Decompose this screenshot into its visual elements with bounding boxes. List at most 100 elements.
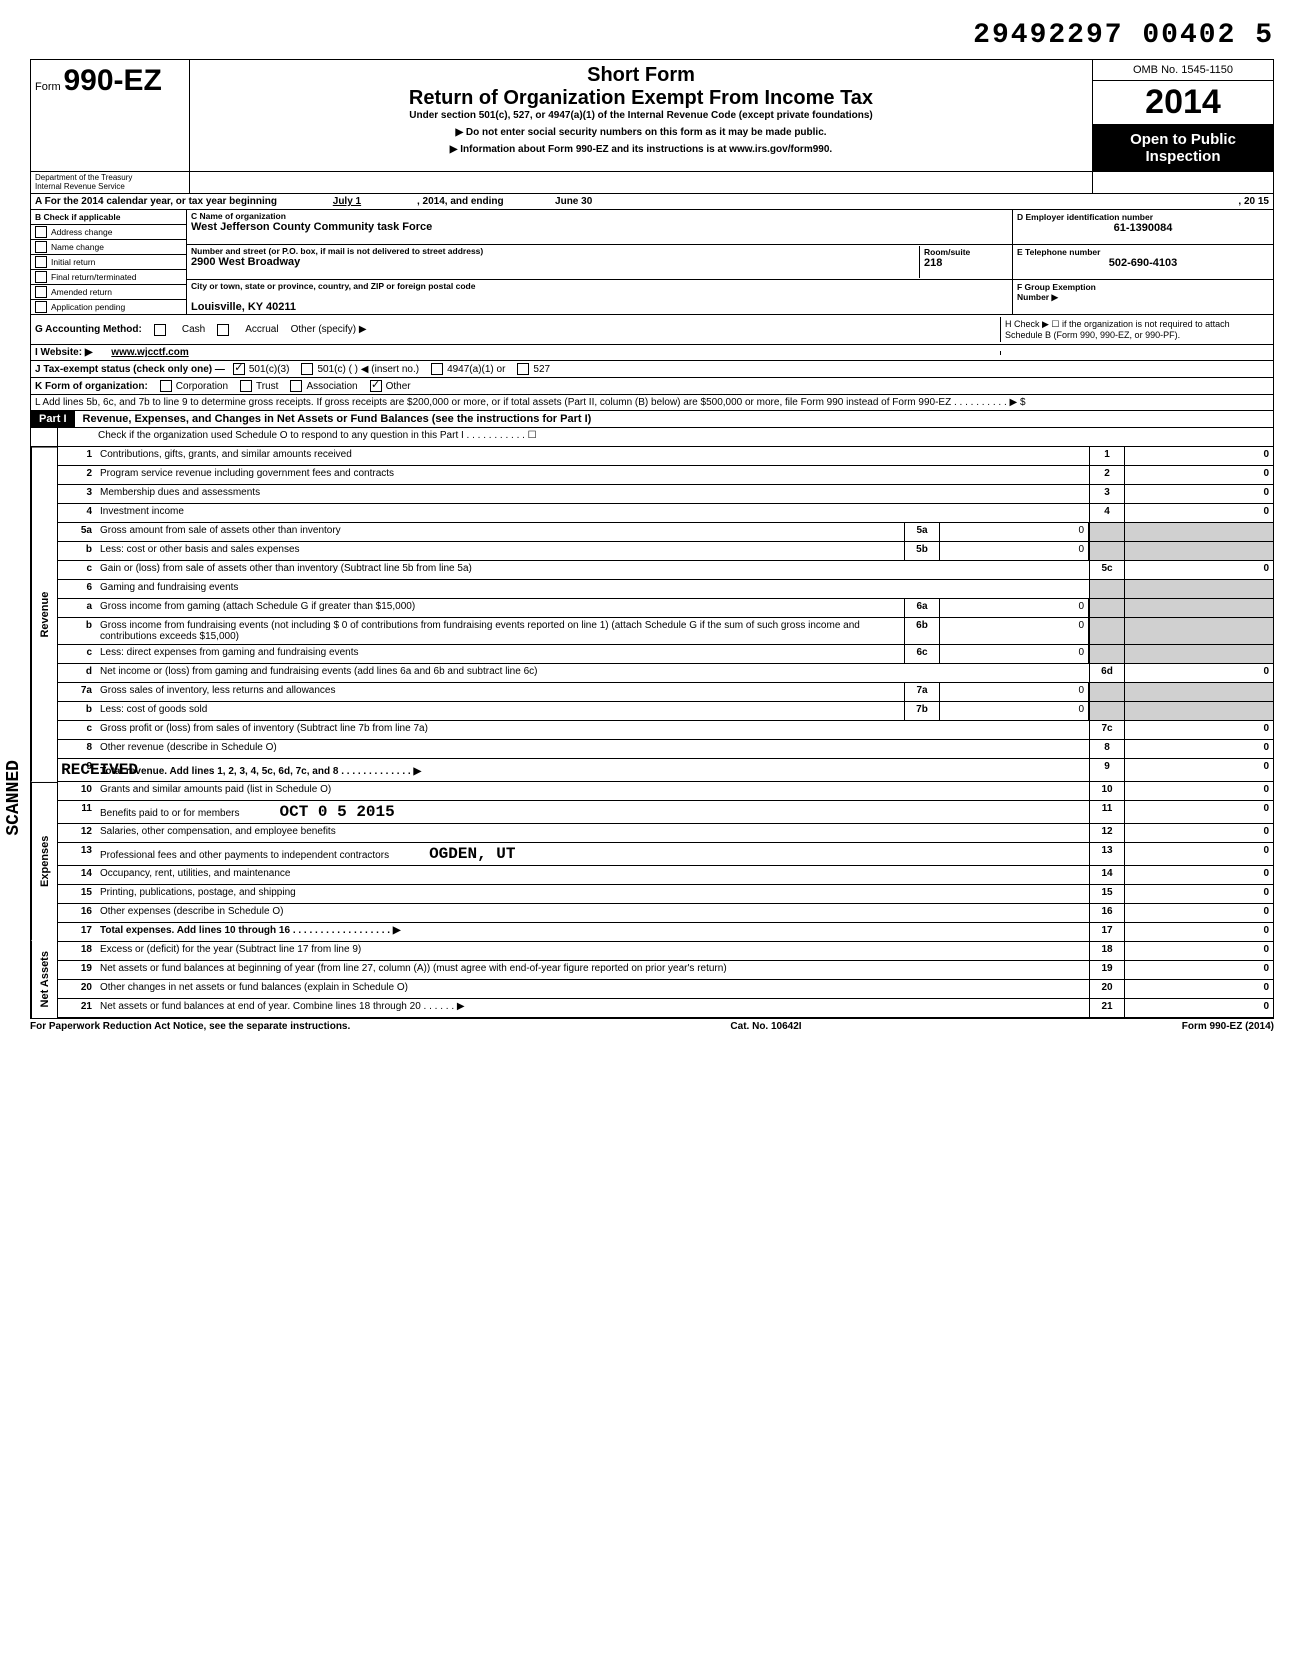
line-subnum: 6a [904, 599, 940, 617]
line-endnum: 21 [1089, 999, 1125, 1017]
check-accrual[interactable] [217, 324, 229, 336]
h-col: H Check ▶ ☐ if the organization is not r… [1000, 317, 1269, 342]
line-endnum [1089, 599, 1125, 617]
lines-body: Revenue Expenses Net Assets 1Contributio… [30, 447, 1274, 1018]
check-address[interactable] [35, 226, 47, 238]
line-endnum: 1 [1089, 447, 1125, 465]
scanned-stamp: SCANNED [4, 760, 24, 836]
501c-label: 501(c) ( ) ◀ (insert no.) [317, 364, 419, 375]
line-row-12: 12Salaries, other compensation, and empl… [58, 824, 1273, 843]
line-endnum: 20 [1089, 980, 1125, 998]
line-row-9: 9Total revenue. Add lines 1, 2, 3, 4, 5c… [58, 759, 1273, 782]
section-c-col: C Name of organization West Jefferson Co… [187, 210, 1012, 314]
check-corp[interactable] [160, 380, 172, 392]
line-endnum [1089, 683, 1125, 701]
line-text: Other revenue (describe in Schedule O) [96, 740, 1089, 758]
line-text: Less: cost of goods sold [96, 702, 904, 720]
check-pending[interactable] [35, 301, 47, 313]
ein-label: D Employer identification number [1017, 212, 1269, 222]
line-row-16: 16Other expenses (describe in Schedule O… [58, 904, 1273, 923]
line-subnum: 5b [904, 542, 940, 560]
line-endval: 0 [1125, 824, 1273, 842]
city-value: Louisville, KY 40211 [191, 301, 1008, 313]
line-row-b: bLess: cost of goods sold7b0 [58, 702, 1273, 721]
check-initial[interactable] [35, 256, 47, 268]
check-cash[interactable] [154, 324, 166, 336]
check-4947[interactable] [431, 363, 443, 375]
part1-label: Part I [31, 411, 75, 427]
check-amended-label: Amended return [51, 287, 112, 297]
line-endval: 0 [1125, 866, 1273, 884]
line-a-text: A For the 2014 calendar year, or tax yea… [35, 196, 277, 207]
other-label: Other (specify) ▶ [291, 324, 367, 335]
line-subval: 0 [940, 599, 1089, 617]
line-subnum: 6c [904, 645, 940, 663]
part1-header: Part I Revenue, Expenses, and Changes in… [30, 411, 1274, 428]
line-num: 21 [58, 999, 96, 1017]
line-subval: 0 [940, 702, 1089, 720]
line-num: 8 [58, 740, 96, 758]
line-text: Total expenses. Add lines 10 through 16 … [96, 923, 1089, 941]
501c3-label: 501(c)(3) [249, 364, 290, 375]
line-subnum: 7b [904, 702, 940, 720]
line-endval: 0 [1125, 980, 1273, 998]
check-527[interactable] [517, 363, 529, 375]
line-a: A For the 2014 calendar year, or tax yea… [30, 194, 1274, 210]
check-pending-label: Application pending [51, 302, 125, 312]
right-header-box: OMB No. 1545-1150 2014 Open to Public In… [1093, 60, 1273, 171]
check-trust[interactable] [240, 380, 252, 392]
line-endnum [1089, 702, 1125, 720]
line-row-19: 19Net assets or fund balances at beginni… [58, 961, 1273, 980]
check-name[interactable] [35, 241, 47, 253]
line-endval: 0 [1125, 664, 1273, 682]
line-endval: 0 [1125, 885, 1273, 903]
line-endval: 0 [1125, 721, 1273, 739]
city-label: City or town, state or province, country… [191, 281, 1008, 291]
line-endnum [1089, 523, 1125, 541]
line-text: Gross income from gaming (attach Schedul… [96, 599, 904, 617]
line-row-b: bGross income from fundraising events (n… [58, 618, 1273, 645]
line-num: 20 [58, 980, 96, 998]
line-endnum: 4 [1089, 504, 1125, 522]
line-text: Gross profit or (loss) from sales of inv… [96, 721, 1089, 739]
check-final[interactable] [35, 271, 47, 283]
check-other-org[interactable] [370, 380, 382, 392]
line-endnum [1089, 580, 1125, 598]
addr-label: Number and street (or P.O. box, if mail … [191, 246, 919, 256]
line-text: Net assets or fund balances at end of ye… [96, 999, 1089, 1017]
line-endval [1125, 523, 1273, 541]
line-endnum: 8 [1089, 740, 1125, 758]
line-num: d [58, 664, 96, 682]
line-row-a: aGross income from gaming (attach Schedu… [58, 599, 1273, 618]
line-num: 18 [58, 942, 96, 960]
line-endval: 0 [1125, 904, 1273, 922]
line-endval: 0 [1125, 782, 1273, 800]
info-center [190, 171, 1092, 193]
line-endval: 0 [1125, 923, 1273, 941]
line-row-13: 13Professional fees and other payments t… [58, 843, 1273, 866]
check-501c[interactable] [301, 363, 313, 375]
line-text: Gross income from fundraising events (no… [96, 618, 904, 644]
line-text: Gross sales of inventory, less returns a… [96, 683, 904, 701]
inspection-box: Open to Public Inspection [1093, 125, 1273, 171]
check-501c3[interactable] [233, 363, 245, 375]
line-text: Program service revenue including govern… [96, 466, 1089, 484]
line-endnum: 16 [1089, 904, 1125, 922]
website-label: I Website: ▶ [35, 347, 93, 358]
line-num: 3 [58, 485, 96, 503]
check-assoc[interactable] [290, 380, 302, 392]
line-text: Net assets or fund balances at beginning… [96, 961, 1089, 979]
inspection: Inspection [1095, 148, 1271, 165]
line-endnum [1089, 618, 1125, 644]
line-row-15: 15Printing, publications, postage, and s… [58, 885, 1273, 904]
line-num: 16 [58, 904, 96, 922]
line-endnum: 10 [1089, 782, 1125, 800]
line-text: Professional fees and other payments to … [96, 843, 1089, 865]
line-num: 2 [58, 466, 96, 484]
omb-number: OMB No. 1545-1150 [1093, 60, 1273, 81]
line-row-21: 21Net assets or fund balances at end of … [58, 999, 1273, 1018]
check-amended[interactable] [35, 286, 47, 298]
line-endnum: 6d [1089, 664, 1125, 682]
line-endnum: 15 [1089, 885, 1125, 903]
line-endnum: 2 [1089, 466, 1125, 484]
